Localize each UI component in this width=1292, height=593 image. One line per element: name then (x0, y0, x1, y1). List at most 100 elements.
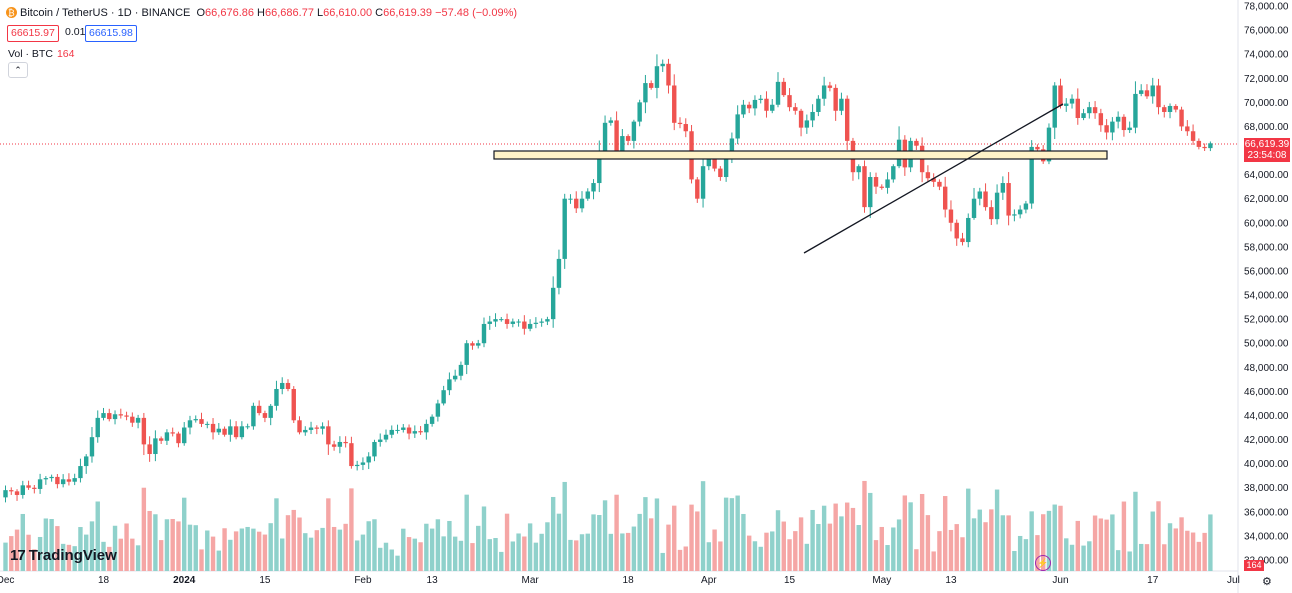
volume-bar (873, 540, 879, 571)
sell-button[interactable]: 66615.97 (7, 25, 59, 42)
candle-body (983, 191, 988, 208)
volume-bar (971, 518, 977, 571)
y-tick-label: 50,000.00 (1244, 339, 1289, 350)
candle-body (89, 437, 95, 457)
volume-bar (746, 535, 752, 571)
volume-bar (499, 551, 504, 571)
candle-body (245, 426, 250, 428)
volume-bar (1110, 514, 1115, 571)
candle-body (1092, 107, 1098, 114)
candle-body (550, 287, 556, 320)
candle-body (383, 434, 389, 440)
volume-bar (337, 529, 343, 571)
volume-bar (343, 523, 348, 571)
volume-bar (516, 533, 521, 571)
tradingview-logo[interactable]: 17 TradingView (10, 547, 117, 564)
volume-bar (66, 544, 72, 571)
candle-body (862, 166, 867, 208)
candle-body (1115, 116, 1121, 122)
candle-body (643, 83, 648, 103)
volume-bar (1017, 535, 1023, 571)
volume-bar (504, 513, 510, 571)
volume-bar (758, 546, 763, 571)
candle-body (406, 427, 412, 434)
volume-bar (320, 527, 325, 571)
candle-body (199, 419, 204, 424)
volume-bar (1156, 501, 1161, 571)
candle-body (879, 186, 884, 188)
volume-bar (983, 522, 988, 571)
candle-body (487, 321, 492, 324)
candle-body (844, 98, 850, 141)
volume-bar (360, 534, 366, 571)
candle-body (372, 441, 377, 457)
candle-body (741, 104, 746, 115)
volume-bar (89, 521, 95, 571)
volume-bar (153, 514, 158, 571)
lightning-icon[interactable]: ⚡ (1035, 555, 1051, 571)
collapse-legend-button[interactable]: ⌃ (8, 62, 28, 78)
volume-bar (942, 496, 948, 571)
x-tick-label: Jun (1052, 575, 1068, 586)
candle-body (723, 156, 729, 178)
candle-body (914, 140, 919, 146)
candle-body (107, 413, 112, 420)
trendline[interactable] (803, 103, 1064, 254)
volume-bar (677, 549, 683, 571)
y-tick-label: 56,000.00 (1244, 266, 1289, 277)
volume-bar (487, 539, 492, 571)
volume-bar (130, 538, 135, 571)
candle-body (412, 431, 418, 434)
settings-gear-icon[interactable]: ⚙ (1262, 576, 1272, 588)
volume-bar (833, 503, 838, 571)
candle-body (937, 181, 942, 187)
candle-body (989, 207, 994, 220)
symbol-title[interactable]: Bitcoin / TetherUS · 1D · BINANCE (20, 7, 191, 19)
candle-body (1139, 90, 1144, 94)
y-tick-label: 52,000.00 (1244, 315, 1289, 326)
volume-bar (124, 523, 129, 571)
candle-body (1081, 113, 1086, 119)
candle-body (712, 157, 717, 169)
volume-bar (147, 510, 152, 571)
volume-bar (72, 546, 77, 571)
volume-bar (285, 515, 291, 571)
volume-bar (135, 545, 141, 571)
volume-bar (562, 481, 567, 571)
volume-bar (268, 523, 273, 571)
volume-bar (608, 533, 614, 571)
candle-body (977, 191, 982, 199)
volume-bar (406, 537, 412, 571)
volume-bar (14, 529, 20, 571)
candle-body (499, 319, 504, 321)
candle-body (729, 138, 735, 157)
candle-body (285, 382, 291, 389)
volume-bar (1098, 518, 1104, 571)
volume-bar (839, 516, 844, 571)
candle-body (1012, 214, 1017, 216)
candle-body (176, 433, 181, 444)
candle-body (9, 490, 14, 492)
volume-bar (856, 525, 861, 571)
volume-bar (118, 538, 123, 571)
candle-body (1202, 146, 1207, 149)
buy-button[interactable]: 66615.98 (85, 25, 137, 42)
support-zone[interactable] (493, 150, 1108, 160)
candle-body (308, 427, 314, 430)
candle-body (700, 166, 706, 199)
volume-bar (810, 509, 815, 571)
candles (3, 54, 1213, 503)
volume-bar (602, 500, 608, 571)
volume-bar (591, 514, 596, 571)
volume-bar (1052, 504, 1057, 571)
candle-body (193, 419, 198, 421)
volume-bar (43, 518, 49, 571)
candle-body (614, 120, 619, 151)
y-tick-label: 70,000.00 (1244, 98, 1289, 109)
volume-bar (960, 537, 965, 571)
candle-body (522, 321, 527, 329)
volume-bar (176, 521, 181, 571)
y-tick-label: 44,000.00 (1244, 411, 1289, 422)
volume-bar (989, 509, 994, 571)
